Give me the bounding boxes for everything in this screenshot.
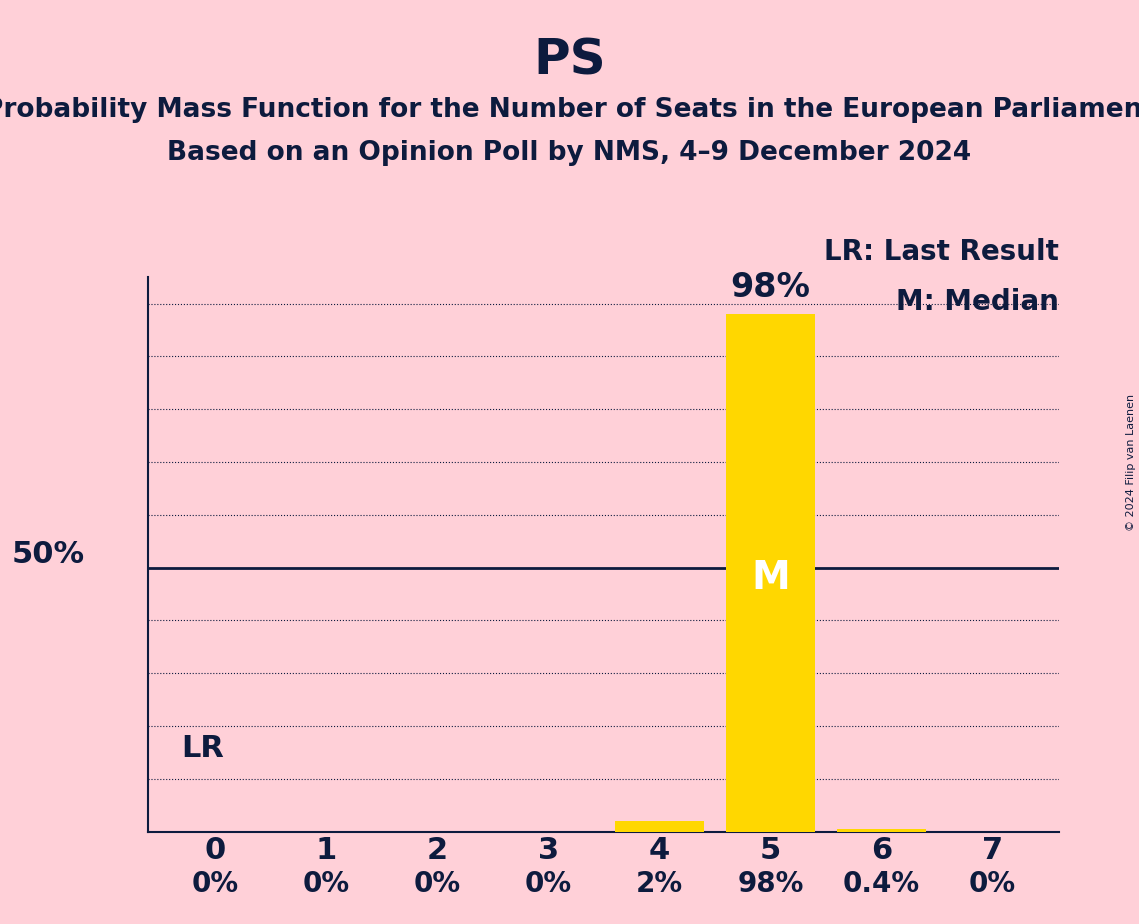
Text: LR: Last Result: LR: Last Result: [825, 238, 1059, 266]
Bar: [615, 821, 704, 832]
Text: 50%: 50%: [11, 540, 84, 569]
Text: 98%: 98%: [737, 870, 803, 898]
Text: 0%: 0%: [413, 870, 460, 898]
Text: 0%: 0%: [969, 870, 1016, 898]
Text: © 2024 Filip van Laenen: © 2024 Filip van Laenen: [1125, 394, 1136, 530]
Bar: [726, 314, 814, 832]
Text: 0%: 0%: [302, 870, 350, 898]
Text: 2%: 2%: [636, 870, 682, 898]
Text: Probability Mass Function for the Number of Seats in the European Parliament: Probability Mass Function for the Number…: [0, 97, 1139, 123]
Text: 0%: 0%: [191, 870, 238, 898]
Text: M: M: [751, 559, 789, 597]
Text: 0%: 0%: [525, 870, 572, 898]
Text: 0.4%: 0.4%: [843, 870, 920, 898]
Text: PS: PS: [533, 37, 606, 85]
Text: 98%: 98%: [730, 271, 810, 304]
Text: M: Median: M: Median: [896, 288, 1059, 316]
Text: Based on an Opinion Poll by NMS, 4–9 December 2024: Based on an Opinion Poll by NMS, 4–9 Dec…: [167, 140, 972, 166]
Bar: [837, 830, 926, 832]
Text: LR: LR: [181, 734, 224, 763]
